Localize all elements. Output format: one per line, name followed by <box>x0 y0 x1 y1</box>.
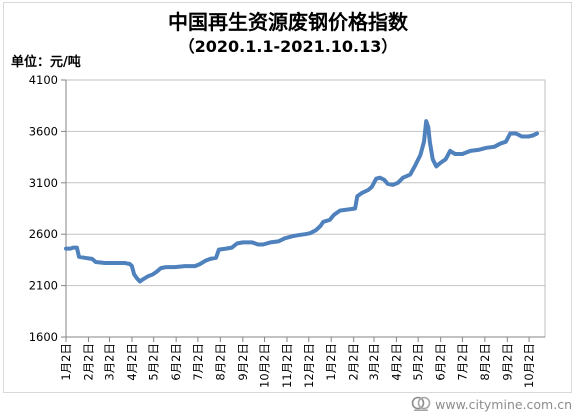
x-tick-label: 4月2日 <box>125 343 139 381</box>
x-tick-label: 5月2日 <box>147 343 161 381</box>
y-tick-label: 2100 <box>29 279 58 293</box>
x-tick-label: 12月2日 <box>302 343 316 388</box>
y-tick-label: 2600 <box>29 227 58 241</box>
x-tick-label: 8月2日 <box>478 343 492 381</box>
y-axis-ticks: 1600 2100 2600 3100 3600 4100 <box>29 73 66 344</box>
x-tick-label: 2月2日 <box>81 343 95 381</box>
x-tick-label: 1月2日 <box>324 343 338 381</box>
series-group <box>64 119 539 284</box>
plot-frame <box>65 79 546 338</box>
x-tick-label: 3月2日 <box>367 343 381 381</box>
x-tick-label: 4月2日 <box>389 343 403 381</box>
y-tick-label: 3600 <box>29 124 58 138</box>
x-tick-label: 9月2日 <box>500 343 514 381</box>
x-tick-label: 2月2日 <box>347 343 361 381</box>
series-line <box>64 119 539 284</box>
gridlines <box>66 79 545 338</box>
citymine-logo-icon <box>411 396 431 412</box>
x-tick-label: 9月2日 <box>236 343 250 381</box>
chart-title: 中国再生资源废钢价格指数 <box>168 10 408 34</box>
x-tick-label: 10月2日 <box>522 343 536 388</box>
chart-area-frame <box>3 2 572 393</box>
y-axis-label: 单位：元/吨 <box>11 55 81 70</box>
x-tick-label: 11月2日 <box>280 343 294 388</box>
x-tick-label: 3月2日 <box>102 343 116 381</box>
x-axis-ticks: 1月2日 2月2日 3月2日 4月2日 5月2日 6月2日 7月2日 8月2日 9月2日 10月2… <box>59 337 536 388</box>
x-tick-label: 6月2日 <box>169 343 183 381</box>
axes <box>65 80 545 338</box>
x-tick-label: 8月2日 <box>213 343 227 381</box>
x-tick-label: 1月2日 <box>59 343 73 381</box>
x-tick-label: 6月2日 <box>434 343 448 381</box>
watermark-text: www.citymine.com.cn <box>435 396 572 412</box>
y-tick-label: 3100 <box>29 176 58 190</box>
x-tick-label: 7月2日 <box>191 343 205 381</box>
x-tick-label: 7月2日 <box>455 343 469 381</box>
y-tick-label: 4100 <box>29 73 58 87</box>
x-tick-label: 5月2日 <box>411 343 425 381</box>
watermark: www.citymine.com.cn <box>411 395 572 413</box>
x-tick-label: 10月2日 <box>258 343 272 388</box>
y-tick-label: 1600 <box>29 330 58 344</box>
chart-subtitle: （2020.1.1-2021.10.13） <box>178 37 398 56</box>
